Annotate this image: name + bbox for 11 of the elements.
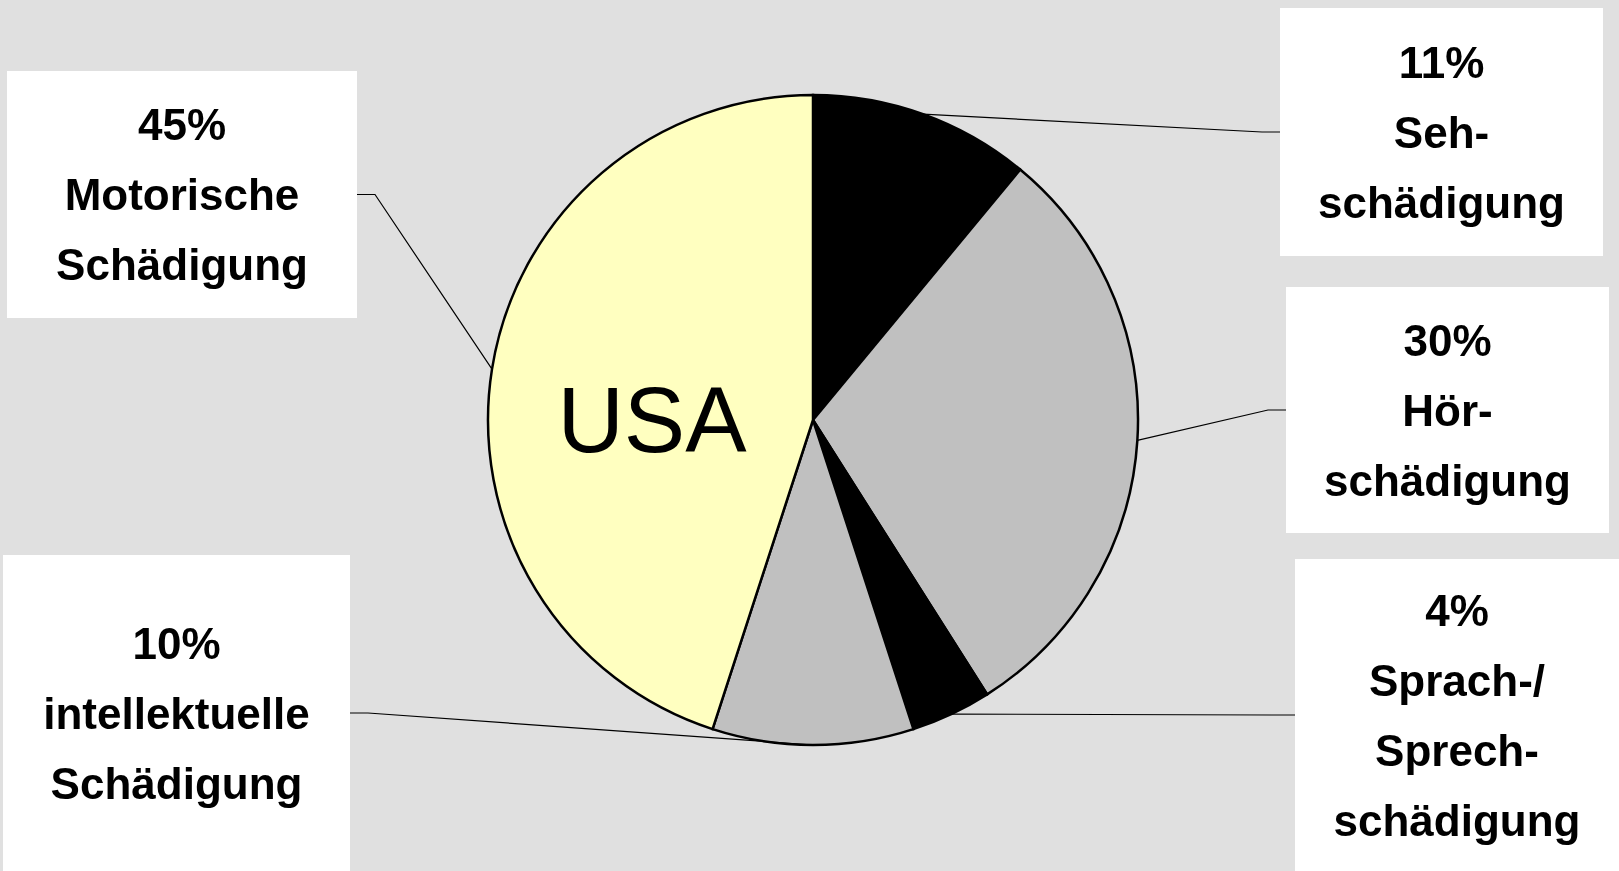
data-label: 4% <box>1425 585 1489 635</box>
slice-label: Hör- schädigung <box>1324 385 1571 505</box>
data-label: 45% <box>137 100 227 149</box>
text: USA <box>557 369 748 471</box>
data-label: 11% <box>1398 37 1485 87</box>
slice-label: Motorische Schädigung <box>56 170 308 289</box>
slice-label: Sprach-/ Sprech- schädigung <box>1333 655 1581 845</box>
slice-label: intellektuelle Schädigung <box>43 688 310 808</box>
slice-label: Seh- schädigung <box>1318 107 1565 227</box>
data-label: 10% <box>132 618 221 668</box>
data-label: 30% <box>1403 315 1492 365</box>
